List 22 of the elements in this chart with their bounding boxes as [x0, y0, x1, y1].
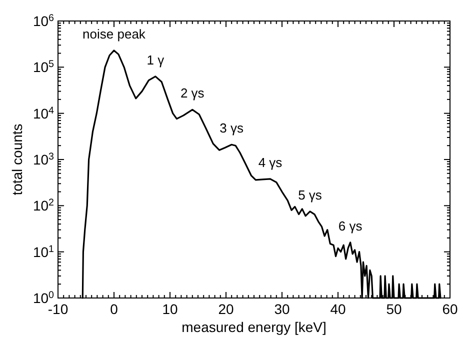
x-tick-label: 50 — [386, 301, 402, 317]
annotation: noise peak — [82, 26, 146, 42]
y-tick-label: 10$^{1}$ — [32, 243, 54, 260]
x-tick-label: 20 — [218, 301, 234, 317]
annotation: 5 γs — [298, 187, 322, 202]
x-tick-label: 60 — [442, 301, 458, 317]
y-tick-label: 10$^{4}$ — [32, 104, 55, 122]
y-tick-label: 10$^{3}$ — [32, 151, 55, 168]
annotation: 1 γ — [146, 52, 165, 68]
x-axis-title: measured energy [keV] — [182, 319, 326, 335]
annotation: 4 γs — [258, 154, 283, 170]
annotation: 3 γs — [220, 120, 244, 136]
x-tick-label: 10 — [162, 301, 178, 317]
y-axis-title: total counts — [9, 124, 25, 196]
y-tick-label: 10$^{2}$ — [32, 197, 54, 214]
x-tick-label: 30 — [274, 301, 290, 317]
x-tick-label: 40 — [330, 301, 346, 317]
y-tick-label: 10$^{5}$ — [32, 58, 55, 76]
annotation: 2 γs — [180, 86, 205, 101]
x-tick-label: 0 — [110, 301, 118, 317]
annotation: 6 γs — [338, 218, 363, 234]
y-tick-label: 10$^{6}$ — [32, 12, 55, 29]
